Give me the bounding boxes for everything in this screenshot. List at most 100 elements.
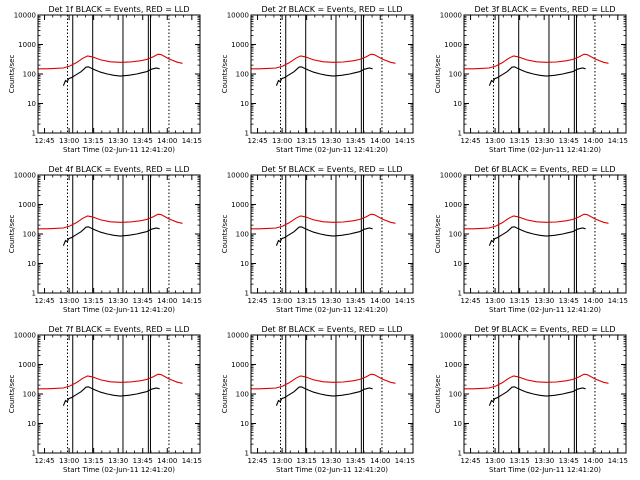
x-tick-label: 14:15 (182, 297, 202, 305)
lld-series-line (464, 53, 609, 70)
x-tick-label: 13:00 (272, 297, 292, 305)
y-axis-label: Counts/sec (221, 375, 229, 414)
y-tick-label: 1 (458, 130, 462, 138)
y-tick-label: 1 (458, 290, 462, 298)
panel-det-5f: Det 5f BLACK = Events, RED = LLD 1 10 100 10… (221, 165, 415, 314)
y-tick-label: 1 (458, 450, 462, 458)
y-tick-label: 100 (23, 231, 36, 239)
panel-title: Det 2f BLACK = Events, RED = LLD (261, 5, 402, 14)
y-tick-label: 10000 (227, 172, 249, 180)
x-tick-label: 14:00 (583, 137, 603, 145)
x-tick-label: 14:00 (583, 297, 603, 305)
x-axis-label: Start Time (02-Jun-11 12:41:20) (276, 466, 388, 474)
x-tick-label: 13:30 (534, 457, 554, 465)
x-tick-label: 13:00 (485, 297, 505, 305)
y-tick-label: 1000 (231, 361, 249, 369)
x-tick-label: 13:15 (84, 137, 104, 145)
x-tick-label: 12:45 (460, 137, 480, 145)
y-axis-label: Counts/sec (434, 375, 442, 414)
x-tick-label: 14:00 (370, 457, 390, 465)
plot-frame (37, 174, 201, 294)
y-tick-label: 10000 (440, 332, 462, 340)
x-tick-label: 12:45 (460, 297, 480, 305)
plot-frame (250, 334, 414, 454)
x-axis-label: Start Time (02-Jun-11 12:41:20) (63, 306, 175, 314)
panel-det-6f: Det 6f BLACK = Events, RED = LLD 1 10 100 10… (434, 165, 628, 314)
y-tick-label: 10 (27, 420, 36, 428)
y-tick-label: 1000 (18, 201, 36, 209)
panel-title: Det 8f BLACK = Events, RED = LLD (261, 325, 402, 334)
panel-det-3f: Det 3f BLACK = Events, RED = LLD 1 10 100 10… (434, 5, 628, 154)
x-tick-label: 13:00 (59, 137, 79, 145)
y-tick-label: 100 (236, 71, 249, 79)
plot-frame (37, 334, 201, 454)
y-axis-label: Counts/sec (221, 215, 229, 254)
lld-series-line (464, 373, 609, 390)
panel-det-9f: Det 9f BLACK = Events, RED = LLD 1 10 100 10… (434, 325, 628, 474)
x-tick-label: 14:15 (182, 137, 202, 145)
y-tick-label: 1000 (231, 41, 249, 49)
events-series-line (62, 226, 160, 246)
panel-title: Det 4f BLACK = Events, RED = LLD (48, 165, 189, 174)
panel-det-4f: Det 4f BLACK = Events, RED = LLD 1 10 100 10… (8, 165, 202, 314)
x-tick-label: 12:45 (247, 457, 267, 465)
y-tick-label: 10000 (440, 172, 462, 180)
x-tick-label: 14:15 (395, 297, 415, 305)
x-tick-label: 13:15 (510, 297, 530, 305)
x-tick-label: 12:45 (34, 137, 54, 145)
x-tick-label: 13:00 (59, 297, 79, 305)
x-tick-label: 13:15 (84, 457, 104, 465)
x-tick-label: 13:30 (321, 297, 341, 305)
y-axis-label: Counts/sec (8, 215, 16, 254)
plot-frame (250, 14, 414, 134)
x-axis-label: Start Time (02-Jun-11 12:41:20) (489, 146, 601, 154)
panel-det-7f: Det 7f BLACK = Events, RED = LLD 1 10 100 10… (8, 325, 202, 474)
y-tick-label: 1 (245, 130, 249, 138)
x-tick-label: 14:00 (157, 137, 177, 145)
y-tick-label: 10000 (14, 172, 36, 180)
x-tick-label: 13:00 (272, 457, 292, 465)
plot-frame (250, 174, 414, 294)
x-tick-label: 12:45 (34, 457, 54, 465)
y-tick-label: 100 (236, 231, 249, 239)
x-tick-label: 14:15 (608, 137, 628, 145)
panel-title: Det 3f BLACK = Events, RED = LLD (474, 5, 615, 14)
x-tick-label: 13:45 (346, 457, 366, 465)
y-tick-label: 10 (240, 100, 249, 108)
y-tick-label: 10 (240, 420, 249, 428)
y-tick-label: 100 (449, 71, 462, 79)
y-tick-label: 1000 (444, 361, 462, 369)
x-tick-label: 13:45 (346, 297, 366, 305)
y-tick-label: 1000 (18, 361, 36, 369)
x-tick-label: 13:15 (297, 457, 317, 465)
lld-series-line (38, 53, 183, 70)
x-tick-label: 12:45 (460, 457, 480, 465)
panel-title: Det 6f BLACK = Events, RED = LLD (474, 165, 615, 174)
x-tick-label: 13:00 (59, 457, 79, 465)
x-axis-label: Start Time (02-Jun-11 12:41:20) (489, 466, 601, 474)
y-tick-label: 1000 (18, 41, 36, 49)
panel-det-2f: Det 2f BLACK = Events, RED = LLD 1 10 100 10… (221, 5, 415, 154)
y-tick-label: 10 (240, 260, 249, 268)
y-tick-label: 1000 (444, 201, 462, 209)
plot-frame (37, 14, 201, 134)
panel-title: Det 5f BLACK = Events, RED = LLD (261, 165, 402, 174)
x-tick-label: 13:15 (84, 297, 104, 305)
x-tick-label: 13:45 (559, 137, 579, 145)
x-tick-label: 13:00 (272, 137, 292, 145)
x-axis-label: Start Time (02-Jun-11 12:41:20) (489, 306, 601, 314)
y-tick-label: 10 (27, 100, 36, 108)
lld-series-line (38, 213, 183, 230)
x-tick-label: 13:45 (133, 137, 153, 145)
x-axis-label: Start Time (02-Jun-11 12:41:20) (276, 306, 388, 314)
y-tick-label: 1000 (444, 41, 462, 49)
panel-title: Det 1f BLACK = Events, RED = LLD (48, 5, 189, 14)
y-axis-label: Counts/sec (434, 215, 442, 254)
panel-det-8f: Det 8f BLACK = Events, RED = LLD 1 10 100 10… (221, 325, 415, 474)
y-tick-label: 10 (453, 100, 462, 108)
lld-series-line (251, 213, 396, 230)
x-tick-label: 13:15 (297, 297, 317, 305)
panel-title: Det 9f BLACK = Events, RED = LLD (474, 325, 615, 334)
events-series-line (488, 66, 586, 86)
events-series-line (275, 226, 373, 246)
